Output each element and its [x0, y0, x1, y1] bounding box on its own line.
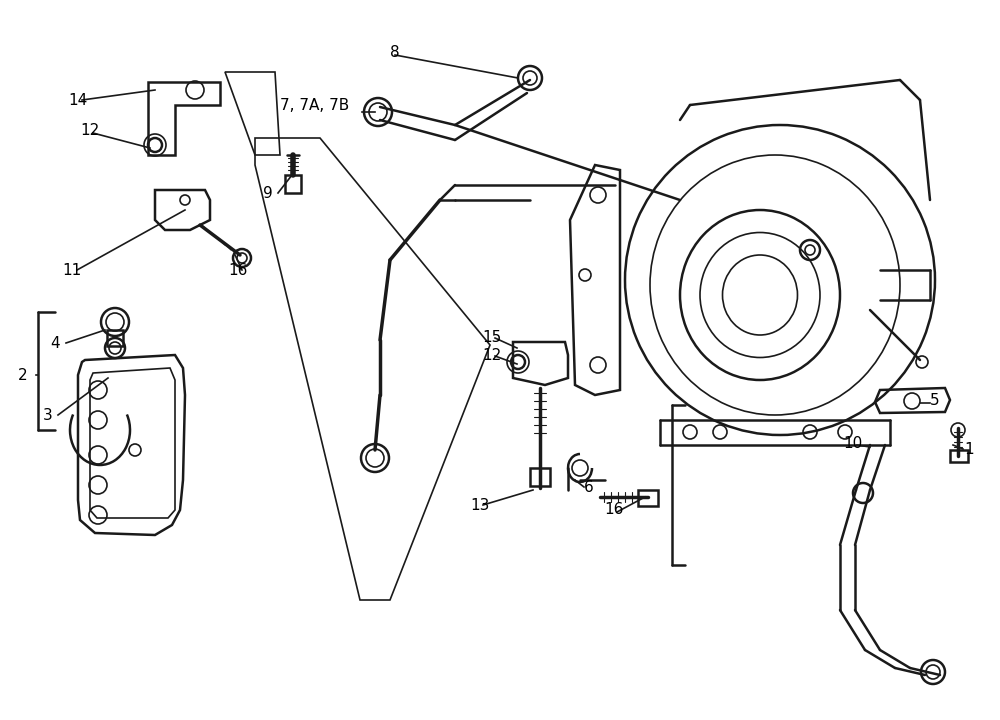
Text: 1: 1	[964, 441, 974, 456]
Text: 5: 5	[930, 392, 940, 408]
Text: 16: 16	[604, 503, 623, 518]
Bar	[638, 490, 658, 506]
Bar	[950, 450, 968, 462]
Bar	[530, 468, 550, 486]
Text: 7, 7A, 7B: 7, 7A, 7B	[280, 97, 349, 112]
Text: 14: 14	[68, 92, 87, 107]
Text: 13: 13	[470, 498, 489, 513]
Text: 9: 9	[263, 186, 273, 200]
Text: 12: 12	[80, 122, 99, 138]
Text: 15: 15	[482, 330, 501, 344]
Bar	[285, 175, 301, 193]
Text: 8: 8	[390, 45, 400, 60]
Text: 2: 2	[18, 367, 28, 382]
Text: 6: 6	[584, 480, 594, 495]
Text: 16: 16	[228, 263, 247, 277]
Text: 3: 3	[43, 408, 53, 423]
Text: 11: 11	[62, 263, 81, 277]
Text: 4: 4	[50, 336, 60, 351]
Text: 10: 10	[843, 436, 862, 451]
Bar	[107, 330, 123, 346]
Text: 12: 12	[482, 348, 501, 362]
